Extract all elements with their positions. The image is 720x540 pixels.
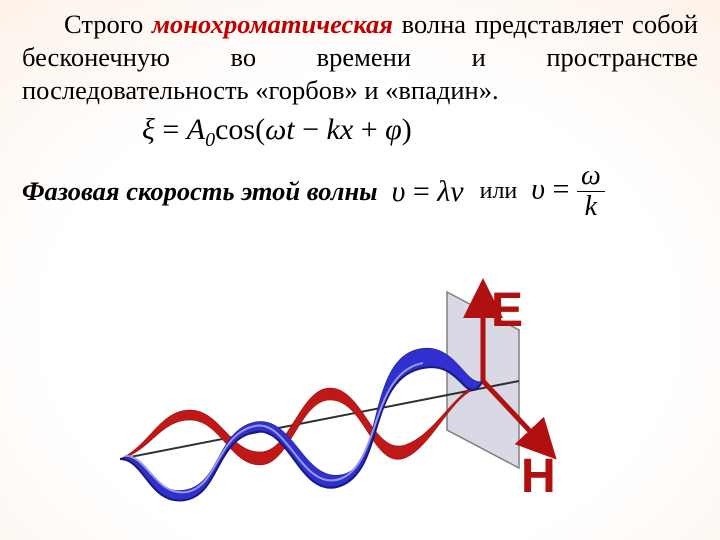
eq1-t: t [286, 113, 294, 146]
eq2-nu: ν [450, 175, 463, 208]
wave-equation: ξ = A0cos(ωt − kx + φ) [142, 113, 698, 152]
eq3-den: k [577, 191, 605, 221]
e-label: E [491, 284, 523, 337]
eq1-omega: ω [265, 113, 286, 146]
phase-label: Фазовая скорость этой волны [22, 176, 378, 207]
intro-mono: монохроматическая [152, 9, 393, 39]
eq1-cos: cos( [215, 113, 265, 146]
eq2-lambda: λ [437, 175, 450, 208]
or-text: или [480, 178, 518, 205]
eq1-phi: φ [385, 113, 402, 146]
eq1-k: k [327, 113, 340, 146]
eq1-A: A [187, 113, 205, 146]
eq1-zero: 0 [205, 129, 215, 151]
eq1-xi: ξ [142, 113, 155, 146]
eq1-eq: = [155, 113, 187, 146]
eq1-close: ) [402, 113, 412, 146]
intro-lead: Строго [64, 9, 152, 39]
eq1-x: x [340, 113, 353, 146]
em-wave-diagram: E H [105, 270, 610, 525]
intro-paragraph: Строго монохроматическая волна представл… [22, 8, 698, 107]
eq-v-omega-k: υ = ωk [531, 162, 604, 221]
eq2-v: υ [392, 175, 406, 208]
eq2-eq: = [405, 175, 437, 208]
h-label: H [521, 450, 556, 503]
eq1-minus: − [295, 113, 327, 146]
eq3-v: υ [531, 173, 545, 206]
eq-v-lambda-nu: υ = λν [392, 175, 464, 209]
phase-velocity-row: Фазовая скорость этой волны υ = λν или υ… [22, 162, 698, 221]
eq3-num: ω [577, 162, 605, 191]
eq3-eq: = [545, 173, 577, 206]
eq3-frac: ωk [577, 162, 605, 221]
eq1-plus: + [353, 113, 385, 146]
